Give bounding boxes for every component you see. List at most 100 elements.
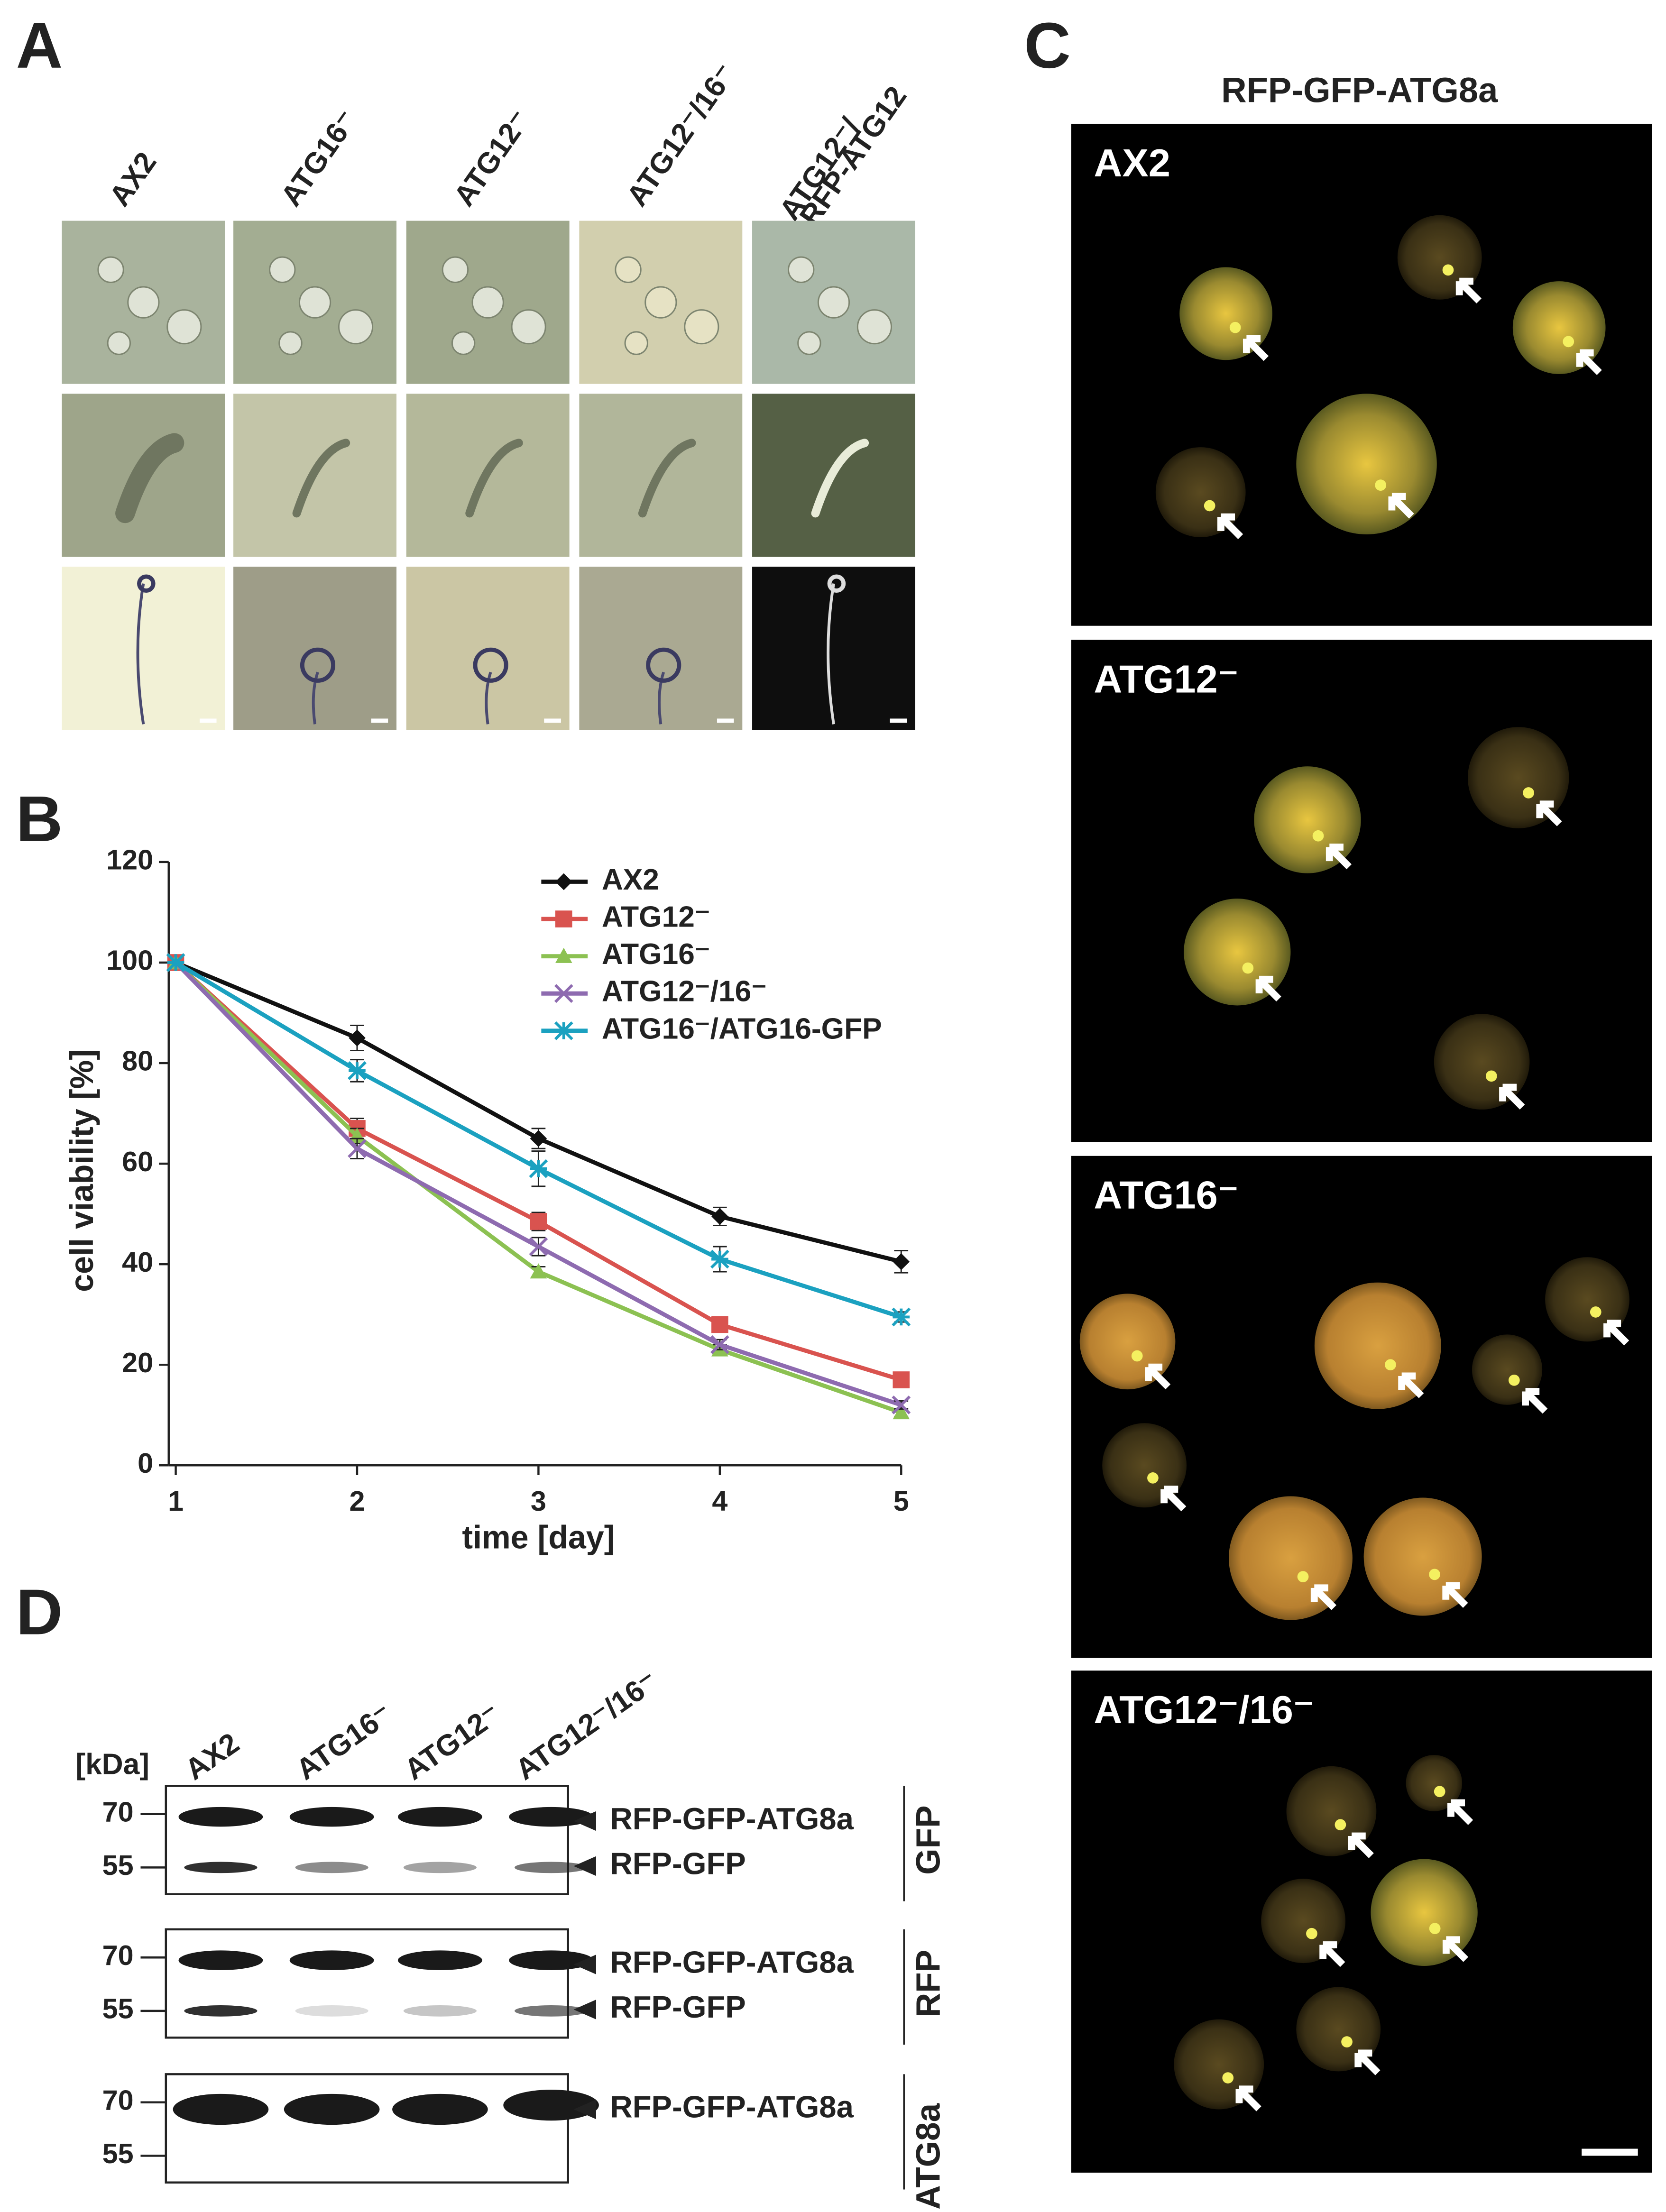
arrow: [1499, 1083, 1525, 1110]
marker: [710, 1335, 729, 1354]
x-tick-label: 3: [531, 1485, 546, 1517]
puncta: [1341, 2036, 1353, 2048]
marker-label: 55: [102, 1849, 134, 1881]
fluorescence-image: [1071, 640, 1652, 1142]
fruiting-body: [856, 309, 893, 345]
puncta: [1442, 264, 1454, 276]
marker-label: 55: [102, 2138, 134, 2169]
unit-label: [kDa]: [75, 1748, 149, 1781]
scale-bar: [717, 718, 734, 723]
band-pointer: [573, 1811, 596, 1831]
fruiting-body: [269, 256, 296, 283]
blot-name: GFP: [910, 1805, 947, 1874]
legend-label: ATG12⁻/16⁻: [602, 975, 767, 1008]
panel-title: RFP-GFP-ATG8a: [1221, 70, 1498, 110]
stalk: [136, 583, 145, 725]
arrow: [1310, 1584, 1337, 1610]
puncta: [1508, 1374, 1520, 1386]
band: [184, 1862, 258, 1873]
fruiting-body: [624, 331, 648, 355]
arrow: [1442, 1936, 1469, 1962]
legend-marker: [554, 1021, 573, 1040]
panel-label: A: [16, 9, 63, 82]
marker: [530, 1213, 547, 1230]
fruiting-body: [166, 309, 202, 345]
blot: [165, 2073, 569, 2184]
fluorescence-image: [1071, 1670, 1652, 2173]
band: [289, 1950, 374, 1970]
marker: [893, 1371, 910, 1388]
band-pointer: [573, 2000, 596, 2019]
puncta: [1335, 1819, 1346, 1831]
fruiting-body: [298, 286, 331, 319]
arrow: [1398, 1372, 1424, 1398]
puncta: [1385, 1359, 1396, 1371]
fruiting-body: [615, 256, 642, 283]
cell: [1314, 1282, 1441, 1409]
y-tick-label: 0: [138, 1447, 153, 1479]
marker: [893, 1253, 910, 1270]
panel-label: B: [16, 783, 63, 855]
fruiting-body: [127, 286, 160, 319]
arrow: [1536, 800, 1562, 826]
marker: [348, 1061, 367, 1080]
band: [173, 2093, 269, 2125]
band-label: RFP-GFP: [610, 1990, 746, 2024]
puncta: [1429, 1569, 1440, 1580]
marker-label: 70: [102, 1796, 134, 1827]
marker: [710, 1249, 729, 1269]
band-pointer: [573, 1856, 596, 1876]
band: [392, 2093, 488, 2125]
fruiting-body: [442, 256, 469, 283]
stalk: [312, 671, 319, 725]
arrow: [1442, 1582, 1468, 1608]
puncta: [1563, 336, 1574, 348]
fruiting-body: [511, 309, 546, 345]
puncta: [1204, 500, 1215, 512]
legend-marker: [554, 984, 573, 1003]
puncta: [1222, 2072, 1234, 2084]
arrow: [1325, 844, 1352, 870]
legend-label: ATG16⁻: [602, 938, 710, 971]
x-tick-label: 2: [350, 1485, 365, 1517]
puncta: [1523, 787, 1534, 799]
arrow: [1235, 2085, 1261, 2111]
marker: [530, 1263, 547, 1279]
marker: [529, 1159, 548, 1178]
arrow: [1255, 975, 1281, 1002]
arrow: [1319, 1941, 1345, 1967]
band: [284, 2093, 380, 2125]
micrograph: [62, 567, 225, 730]
puncta: [1485, 1070, 1497, 1082]
fruiting-body: [471, 286, 504, 319]
arrow: [1160, 1486, 1187, 1512]
puncta: [1312, 830, 1324, 842]
marker: [711, 1316, 728, 1333]
band: [178, 1950, 263, 1970]
cell: [1184, 899, 1291, 1006]
scale-bar: [199, 718, 217, 723]
y-axis-label: cell viability [%]: [64, 1049, 100, 1292]
cell: [1406, 1755, 1463, 1811]
arrow: [1576, 349, 1602, 375]
cell: [1254, 766, 1361, 873]
cell: [1363, 1497, 1482, 1616]
cell: [1472, 1334, 1543, 1405]
cell: [1229, 1496, 1353, 1620]
sorus: [827, 574, 846, 593]
legend-marker: [555, 910, 572, 927]
band: [515, 2005, 588, 2017]
band-pointer: [573, 1955, 596, 1974]
fruiting-body: [788, 256, 815, 283]
y-tick-label: 60: [122, 1146, 153, 1177]
arrow: [1388, 493, 1414, 519]
x-axis-label: time [day]: [462, 1519, 615, 1555]
blot-name: ATG8a: [910, 2102, 947, 2210]
fruiting-body: [797, 331, 821, 355]
band: [515, 1862, 588, 1873]
marker: [349, 1029, 366, 1046]
panel-label: C: [1024, 9, 1070, 82]
legend-label: AX2: [602, 863, 659, 896]
marker: [348, 1139, 367, 1158]
scale-bar: [371, 718, 388, 723]
